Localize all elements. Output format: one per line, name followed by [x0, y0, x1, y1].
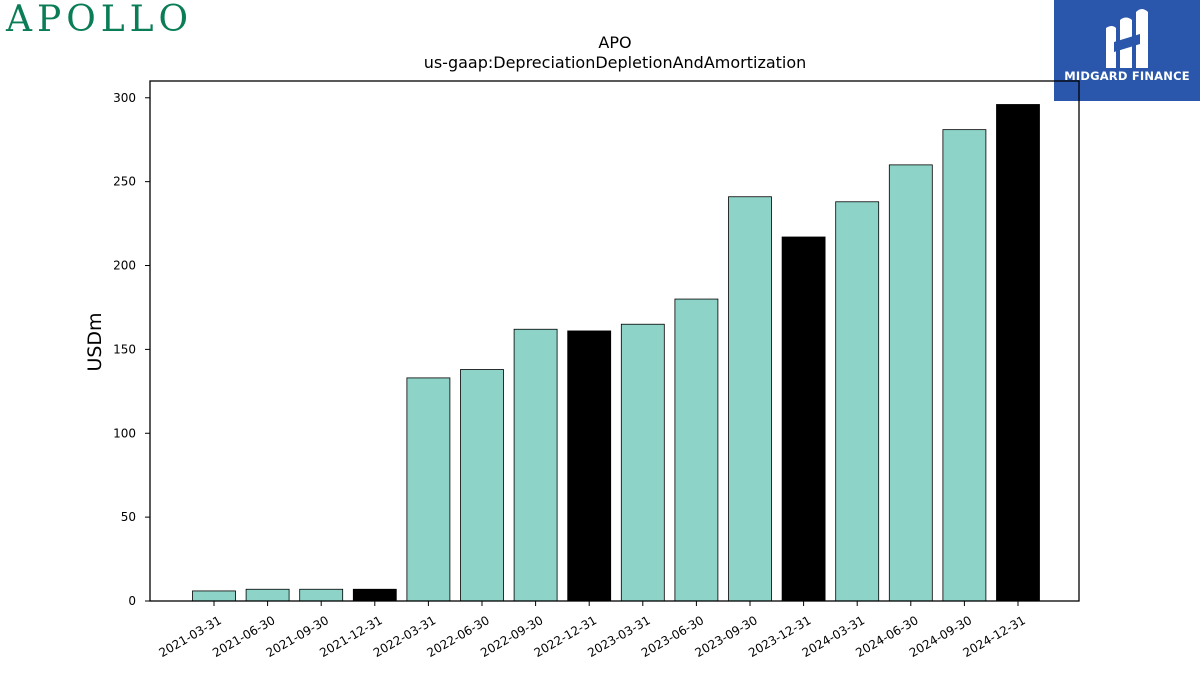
bar-2021-03-31 — [192, 590, 236, 602]
y-tick-label: 200 — [113, 259, 136, 273]
midgard-finance-logo: MIDGARD FINANCE — [1054, 0, 1200, 101]
bar-2022-03-31 — [406, 377, 451, 602]
y-axis-ticks: 0 50 100 150 200 250 300 — [113, 91, 150, 608]
bar-2023-12-31 — [781, 236, 826, 602]
bar-2024-03-31 — [835, 201, 880, 602]
apollo-logo: APOLLO — [6, 0, 194, 40]
bar-2022-09-30 — [513, 328, 558, 602]
chart-subtitle: us-gaap:DepreciationDepletionAndAmortiza… — [424, 53, 807, 72]
bar-2024-12-31 — [996, 104, 1040, 602]
y-axis-label: USDm — [84, 312, 106, 371]
bar-2024-09-30 — [942, 129, 987, 602]
midgard-emblem-icon — [1106, 9, 1148, 68]
bar-2024-06-30 — [888, 164, 933, 602]
x-axis-ticks: 2021-03-312021-06-302021-09-302021-12-31… — [156, 601, 1028, 660]
bar-2021-12-31 — [352, 588, 397, 602]
y-tick-label: 300 — [113, 91, 136, 105]
y-tick-label: 100 — [113, 426, 136, 440]
y-tick-label: 150 — [113, 342, 136, 356]
bar-2021-09-30 — [299, 588, 344, 602]
bar-2023-06-30 — [674, 298, 719, 602]
bar-2023-03-31 — [620, 323, 665, 602]
y-tick-label: 0 — [128, 594, 136, 608]
bar-2023-09-30 — [728, 196, 772, 602]
y-tick-label: 50 — [121, 510, 136, 524]
bar-2022-12-31 — [567, 330, 612, 602]
bar-2021-06-30 — [245, 588, 290, 602]
chart-title: APO — [598, 33, 631, 52]
bars-layer — [192, 104, 1040, 602]
y-tick-label: 250 — [113, 175, 136, 189]
midgard-finance-label: MIDGARD FINANCE — [1064, 69, 1190, 83]
plot-frame — [149, 80, 1080, 602]
bar-2022-06-30 — [460, 369, 504, 602]
